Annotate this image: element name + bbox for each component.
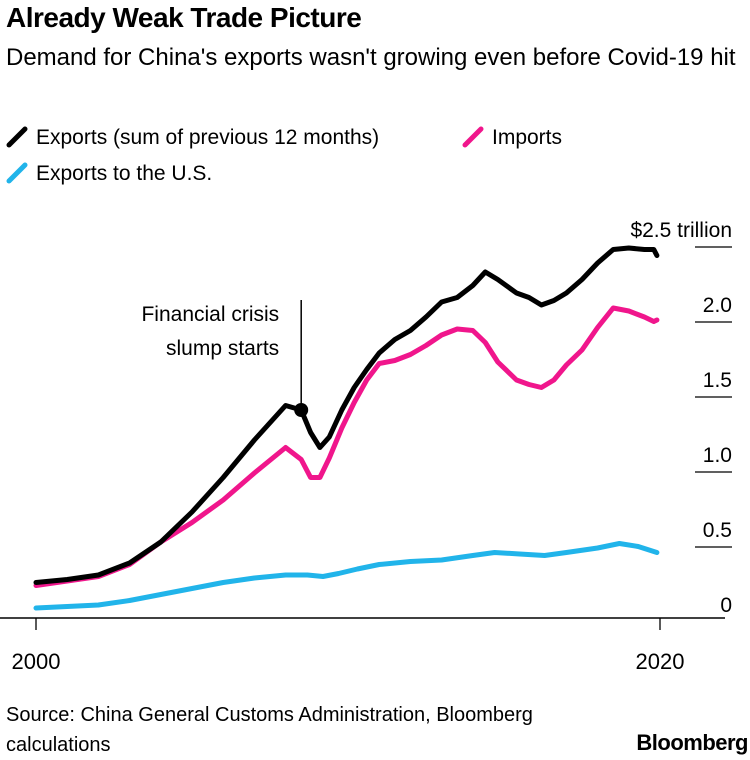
chart-subtitle: Demand for China's exports wasn't growin…: [6, 44, 736, 71]
annotation-text-line-0: Financial crisis: [141, 303, 279, 326]
legend-swatch-exports: [6, 126, 28, 148]
annotation-marker: [294, 403, 309, 417]
legend-item-exports-us: Exports to the U.S.: [6, 162, 212, 186]
source-note: Source: China General Customs Administra…: [6, 704, 533, 756]
line-chart: 0 0.5 1.0 1.5 2.0 $2.5 trillion 2000 2020 Financ…: [0, 219, 732, 674]
series-line-exports: [33, 245, 660, 585]
legend-label-imports: Imports: [492, 126, 563, 149]
x-tick-label-0: 2000: [12, 649, 61, 674]
annotation-text-line-1: slump starts: [166, 337, 279, 360]
legend-label-exports-us: Exports to the U.S.: [36, 162, 213, 185]
bloomberg-logo: Bloomberg: [636, 730, 748, 755]
y-tick-label-0: 0: [720, 594, 732, 617]
legend-swatch-exports-us: [6, 162, 28, 184]
legend-item-imports: Imports: [462, 126, 562, 150]
y-tick-label-2: 1.0: [703, 444, 732, 467]
y-tick-label-1: 0.5: [703, 519, 732, 542]
legend-item-exports: Exports (sum of previous 12 months): [6, 126, 379, 150]
series-line-imports: [33, 305, 660, 588]
chart-title: Already Weak Trade Picture: [6, 2, 362, 33]
legend-swatch-imports: [462, 126, 484, 148]
y-tick-label-5: $2.5 trillion: [630, 219, 732, 242]
legend-label-exports: Exports (sum of previous 12 months): [36, 126, 380, 149]
series-line-exports-us: [33, 541, 660, 611]
y-tick-label-4: 2.0: [703, 294, 732, 317]
y-tick-label-3: 1.5: [703, 369, 732, 392]
x-tick-label-1: 2020: [636, 649, 685, 674]
